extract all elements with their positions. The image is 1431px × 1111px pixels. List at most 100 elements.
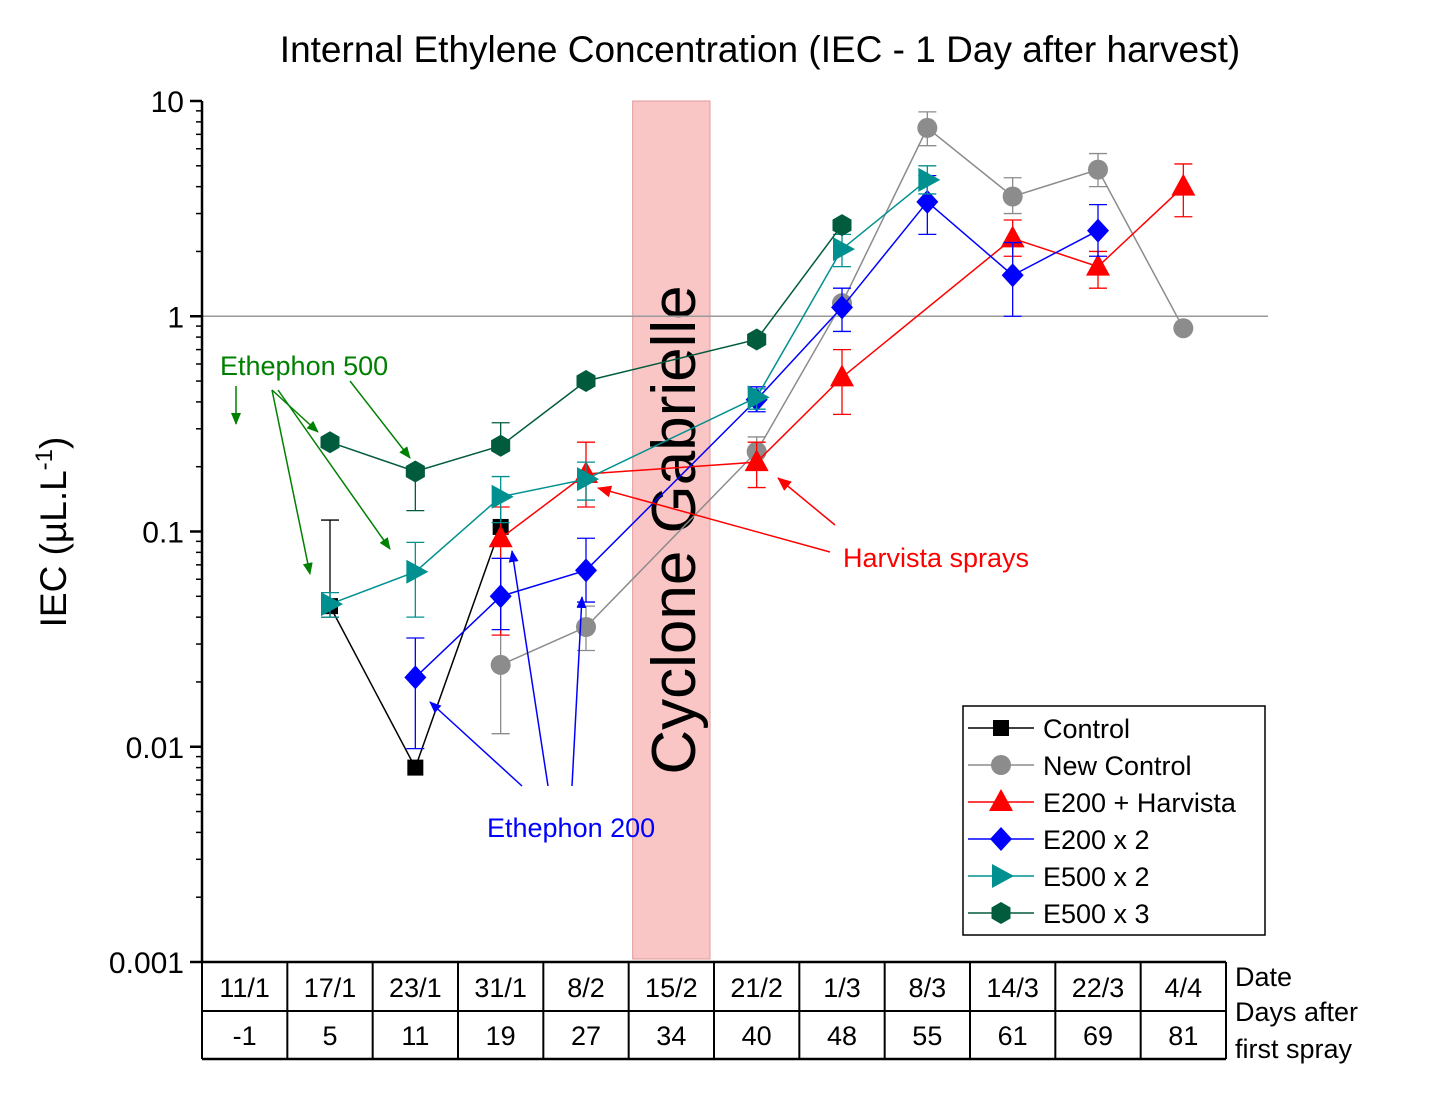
- annotation-arrow: [597, 485, 831, 553]
- annotation-arrow: [349, 380, 411, 459]
- marker-triangle: [989, 789, 1013, 811]
- cyclone-band: [632, 100, 711, 960]
- x-date-label: 22/3: [1072, 973, 1125, 1003]
- x-date-label: 8/2: [567, 973, 605, 1003]
- marker-triangle-right: [992, 864, 1014, 888]
- annotation-arrow: [271, 389, 313, 575]
- y-axis-label-main: IEC (µL.L: [33, 470, 74, 627]
- marker-triangle-right: [833, 237, 855, 262]
- marker-circle: [1088, 159, 1108, 180]
- annotation-arrow: [271, 389, 319, 433]
- marker-hexagon: [491, 434, 511, 457]
- series-line: [329, 224, 843, 473]
- marker-hexagon: [576, 370, 596, 392]
- marker-diamond: [1001, 263, 1024, 288]
- x-date-label: 14/3: [986, 973, 1039, 1003]
- legend-label: E500 x 2: [1043, 862, 1150, 892]
- x-days-label: 81: [1168, 1021, 1198, 1051]
- row-label-date: Date: [1235, 962, 1292, 992]
- marker-triangle-right: [747, 385, 770, 410]
- marker-diamond: [404, 665, 427, 690]
- marker-triangle: [488, 525, 513, 548]
- marker-triangle-right: [321, 592, 343, 617]
- marker-triangle: [1171, 173, 1196, 196]
- legend-label: New Control: [1043, 751, 1192, 781]
- marker-hexagon: [405, 460, 425, 483]
- cyclone-band-label: Cyclone Gabrielle: [640, 285, 709, 774]
- marker-circle: [991, 755, 1011, 775]
- legend-item-new-control: New Control: [968, 751, 1192, 781]
- legend-label: E500 x 3: [1043, 899, 1150, 929]
- y-axis-label-sup: -1: [31, 449, 58, 470]
- marker-diamond: [1087, 218, 1109, 243]
- x-date-label: 23/1: [389, 973, 442, 1003]
- ethephon-500-annotation: Ethephon 500: [220, 351, 411, 575]
- harvista-annotation: Harvista sprays: [597, 477, 1029, 573]
- x-days-label: -1: [233, 1021, 257, 1051]
- marker-circle: [490, 654, 511, 675]
- row-label-days-2: first spray: [1235, 1034, 1353, 1064]
- y-tick-label: 10: [151, 86, 184, 119]
- x-date-label: 31/1: [474, 973, 527, 1003]
- marker-triangle: [1000, 225, 1025, 248]
- series-e500-x-2: [321, 165, 941, 618]
- legend-label: E200 + Harvista: [1043, 788, 1237, 818]
- y-axis-label: IEC (µL.L-1): [31, 437, 74, 628]
- legend-label: E200 x 2: [1043, 825, 1150, 855]
- y-tick-label: 1: [167, 301, 184, 334]
- legend-item-e200-x-2: E200 x 2: [968, 825, 1150, 855]
- marker-circle: [1002, 186, 1023, 207]
- marker-triangle-right: [577, 467, 599, 492]
- marker-hexagon: [832, 214, 852, 237]
- harvista-label: Harvista sprays: [843, 543, 1029, 573]
- marker-circle: [1173, 318, 1194, 339]
- x-days-label: 19: [486, 1021, 516, 1051]
- ethephon-500-label: Ethephon 500: [220, 351, 388, 381]
- x-date-label: 11/1: [219, 973, 270, 1003]
- x-days-label: 69: [1083, 1021, 1113, 1051]
- x-date-label: 1/3: [823, 973, 861, 1003]
- marker-circle: [576, 617, 596, 638]
- annotation-arrow: [571, 596, 587, 787]
- y-tick-label: 0.001: [109, 947, 184, 980]
- y-tick-label: 0.1: [142, 517, 184, 550]
- legend-label: Control: [1043, 714, 1130, 744]
- legend-item-e500-x-2: E500 x 2: [968, 862, 1150, 892]
- series-new-control: [490, 111, 1194, 735]
- annotation-arrow: [429, 701, 523, 787]
- marker-circle: [917, 117, 938, 138]
- series-e500-x-3: [320, 214, 852, 512]
- annotation-arrow: [777, 477, 836, 526]
- legend-item-e500-x-3: E500 x 3: [968, 899, 1150, 929]
- ethephon-200-annotation: Ethephon 200: [429, 550, 655, 843]
- x-days-label: 11: [401, 1021, 429, 1051]
- marker-triangle: [744, 449, 769, 472]
- x-days-label: 34: [656, 1021, 686, 1051]
- marker-diamond: [916, 189, 939, 214]
- row-label-days-1: Days after: [1235, 997, 1358, 1027]
- y-axis-label-close: ): [33, 437, 74, 449]
- legend-item-e200-harvista: E200 + Harvista: [968, 788, 1237, 818]
- marker-triangle: [1086, 253, 1110, 276]
- x-date-label: 8/3: [909, 973, 947, 1003]
- marker-hexagon: [320, 431, 340, 454]
- marker-triangle: [830, 364, 854, 387]
- x-days-label: 61: [998, 1021, 1028, 1051]
- marker-triangle-right: [918, 167, 941, 192]
- y-axis-ticks: 10 1 0.1 0.01 0.001: [109, 86, 202, 980]
- marker-hexagon: [991, 902, 1011, 924]
- marker-diamond: [990, 827, 1012, 851]
- series-line: [500, 126, 1184, 666]
- x-days-label: 48: [827, 1021, 857, 1051]
- annotation-arrow: [277, 389, 391, 550]
- x-days-label: 27: [571, 1021, 601, 1051]
- x-date-label: 17/1: [304, 973, 357, 1003]
- marker-triangle-right: [406, 559, 429, 584]
- marker-diamond: [831, 295, 853, 320]
- legend: Control New Control E200 + Harvista E200 x …: [962, 705, 1266, 936]
- x-date-label: 15/2: [645, 973, 698, 1003]
- marker-square: [993, 720, 1009, 736]
- marker-triangle-right: [491, 484, 514, 509]
- marker-diamond: [489, 584, 512, 609]
